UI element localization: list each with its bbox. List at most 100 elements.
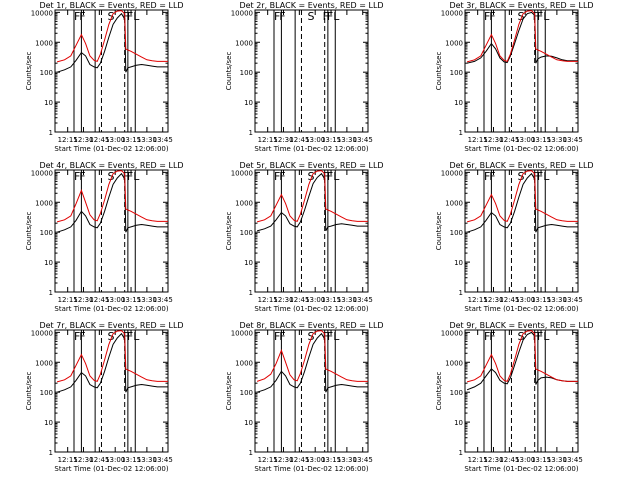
x-tick-label: 13:45 [153, 296, 173, 304]
x-tick-label: 12:15 [58, 136, 78, 144]
x-tick-label: 12:30 [73, 456, 93, 464]
region-label: F [533, 170, 539, 183]
y-tick-label: 100 [40, 229, 53, 237]
y-tick-label: 100 [40, 69, 53, 77]
y-tick-label: 100 [450, 69, 463, 77]
x-tick-label: 13:00 [515, 456, 535, 464]
y-tick-label: 1 [459, 289, 463, 297]
y-tick-label: 1 [249, 449, 253, 457]
x-tick-label: 13:15 [321, 296, 341, 304]
region-label: F [123, 170, 129, 183]
panel-det-9: Det 9r, BLACK = Events, RED = LLD 1 10 100 1… [435, 321, 594, 473]
x-tick-label: 13:45 [153, 456, 173, 464]
region-label: F [484, 170, 490, 183]
x-tick-label: 12:45 [499, 456, 519, 464]
x-tick-label: 12:15 [58, 456, 78, 464]
x-tick-label: 12:15 [258, 296, 278, 304]
x-tick-label: 12:30 [73, 296, 93, 304]
x-tick-label: 13:00 [305, 456, 325, 464]
region-label: L [133, 330, 140, 343]
region-label: F [127, 330, 133, 343]
plot-frame [464, 9, 579, 133]
y-tick-label: 100 [240, 229, 253, 237]
series-line-lld [56, 170, 168, 223]
y-axis-label: Counts/sec [25, 212, 33, 251]
panel-title: Det 5r, BLACK = Events, RED = LLD [239, 161, 383, 170]
region-label: F [127, 170, 133, 183]
region-label: S [307, 170, 314, 183]
panel-det-8: Det 8r, BLACK = Events, RED = LLD 1 10 100 1… [225, 321, 384, 473]
plot-frame [54, 329, 169, 453]
x-tick-label: 13:15 [121, 456, 141, 464]
x-axis-label: Start Time (01-Dec-02 12:06:00) [464, 305, 578, 313]
region-label: S [107, 170, 114, 183]
y-tick-label: 10 [454, 419, 463, 427]
y-tick-label: 1 [249, 289, 253, 297]
region-label: S [107, 10, 114, 23]
region-label: F [79, 170, 85, 183]
y-tick-label: 100 [450, 389, 463, 397]
series-line-lld [56, 10, 168, 63]
y-tick-label: 1 [249, 129, 253, 137]
x-tick-label: 12:30 [483, 136, 503, 144]
region-label: S [517, 10, 524, 23]
region-label: L [543, 10, 550, 23]
region-label: F [489, 170, 495, 183]
x-tick-label: 13:00 [105, 456, 125, 464]
region-label: F [279, 10, 285, 23]
x-tick-label: 12:30 [273, 136, 293, 144]
y-tick-label: 10 [44, 99, 53, 107]
x-tick-label: 12:30 [483, 296, 503, 304]
panel-title: Det 3r, BLACK = Events, RED = LLD [449, 1, 593, 10]
y-tick-label: 10000 [441, 329, 463, 337]
panel-title: Det 9r, BLACK = Events, RED = LLD [449, 321, 593, 330]
region-label: F [327, 330, 333, 343]
x-axis-label: Start Time (01-Dec-02 12:06:00) [254, 465, 368, 473]
region-label: F [274, 10, 280, 23]
series-line-events [256, 332, 368, 393]
x-tick-label: 13:00 [105, 296, 125, 304]
y-tick-label: 1000 [35, 39, 53, 47]
region-label: F [323, 330, 329, 343]
x-tick-label: 13:45 [353, 296, 373, 304]
y-axis-label: Counts/sec [225, 372, 233, 411]
y-tick-label: 10 [244, 259, 253, 267]
series-line-events [466, 172, 578, 233]
series-line-lld [256, 170, 368, 223]
x-tick-label: 13:45 [353, 136, 373, 144]
y-tick-label: 10 [44, 259, 53, 267]
y-axis-label: Counts/sec [25, 52, 33, 91]
series-line-events [466, 11, 578, 64]
panel-title: Det 4r, BLACK = Events, RED = LLD [39, 161, 183, 170]
region-label: F [323, 170, 329, 183]
x-axis-label: Start Time (01-Dec-02 12:06:00) [54, 305, 168, 313]
y-tick-label: 100 [240, 69, 253, 77]
y-axis-label: Counts/sec [435, 212, 443, 251]
y-axis-label: Counts/sec [25, 372, 33, 411]
x-tick-label: 12:15 [468, 136, 488, 144]
panel-title: Det 2r, BLACK = Events, RED = LLD [239, 1, 383, 10]
region-label: F [274, 330, 280, 343]
series-line-events [56, 172, 168, 233]
y-tick-label: 10 [44, 419, 53, 427]
region-label: F [79, 10, 85, 23]
y-tick-label: 10 [454, 259, 463, 267]
region-label: S [307, 10, 314, 23]
region-label: F [74, 10, 80, 23]
region-label: L [333, 170, 340, 183]
x-tick-label: 13:00 [515, 296, 535, 304]
x-tick-label: 13:30 [137, 456, 157, 464]
y-tick-label: 10000 [31, 169, 53, 177]
series-line-lld [466, 330, 578, 383]
region-label: F [327, 170, 333, 183]
region-label: F [533, 10, 539, 23]
region-label: F [484, 330, 490, 343]
y-tick-label: 100 [40, 389, 53, 397]
plot-frame [54, 9, 169, 133]
series-line-lld [256, 330, 368, 382]
x-tick-label: 12:15 [258, 136, 278, 144]
y-tick-label: 1000 [235, 199, 253, 207]
plot-frame [254, 169, 369, 293]
x-tick-label: 12:15 [468, 456, 488, 464]
x-tick-label: 12:45 [499, 296, 519, 304]
